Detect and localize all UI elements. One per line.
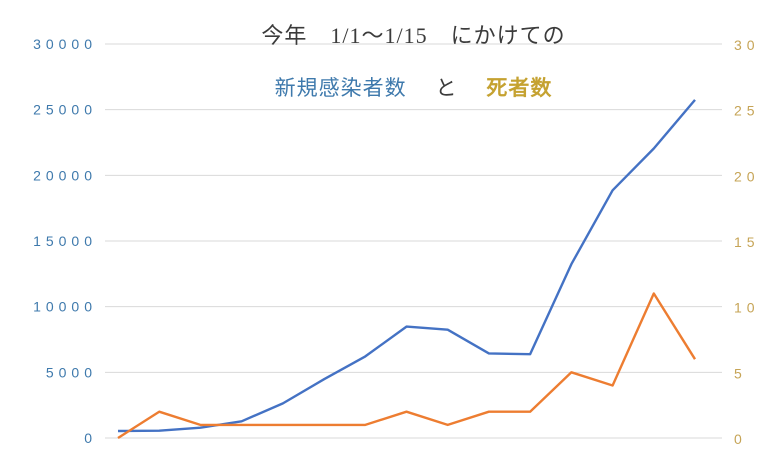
y-axis-left-tick-label: 25000 bbox=[33, 102, 97, 118]
y-axis-right-tick-label: 20 bbox=[734, 168, 760, 184]
y-axis-right-tick-label: 15 bbox=[734, 234, 760, 250]
y-axis-left-tick-label: 10000 bbox=[33, 299, 97, 315]
y-axis-right-tick-label: 5 bbox=[734, 365, 747, 381]
y-axis-right-tick-label: 30 bbox=[734, 37, 760, 53]
y-axis-left-tick-label: 0 bbox=[84, 430, 97, 446]
y-axis-left-tick-label: 20000 bbox=[33, 167, 97, 183]
series-line-new-infections bbox=[117, 99, 696, 433]
y-axis-left-tick-label: 15000 bbox=[33, 233, 97, 249]
y-axis-right-tick-label: 0 bbox=[734, 431, 747, 447]
series-line-deaths bbox=[117, 292, 697, 440]
y-axis-right-tick-label: 10 bbox=[734, 300, 760, 316]
gridlines bbox=[105, 43, 722, 439]
y-axis-left-tick-label: 30000 bbox=[33, 36, 97, 52]
y-axis-right-tick-label: 25 bbox=[734, 103, 760, 119]
y-axis-left-labels: 0 5000 10000 15000 20000 25000 30000 bbox=[33, 36, 97, 446]
y-axis-left-tick-label: 5000 bbox=[46, 364, 97, 380]
y-axis-right-labels: 0 5 10 15 20 25 30 bbox=[734, 37, 760, 447]
